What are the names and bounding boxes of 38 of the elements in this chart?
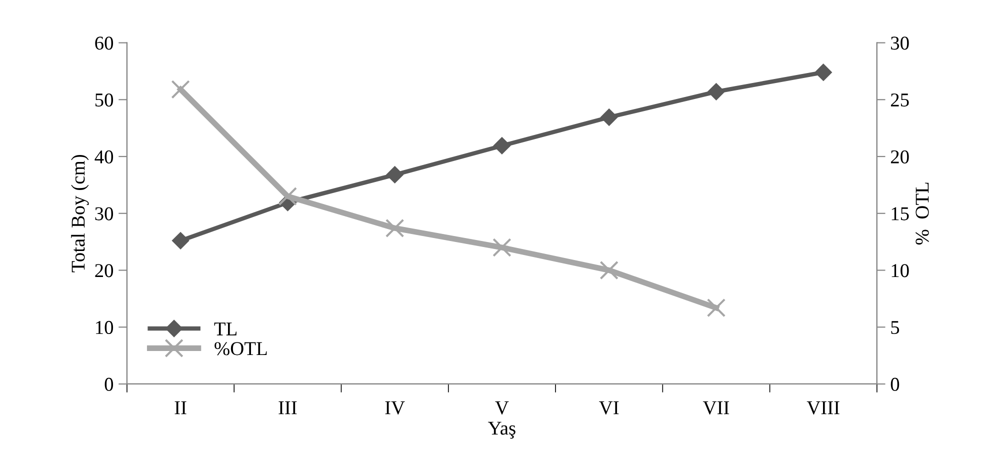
point [814,64,832,81]
y2-tick-label: 20 [890,150,909,164]
y-tick-label: 0 [104,378,114,391]
point [706,298,726,318]
x-tick-label: VIII [806,401,840,414]
y2-axis-title: % OTL [916,182,929,245]
point [172,232,190,250]
y-tick-label: 20 [95,264,114,278]
x-tick-label: II [174,401,186,414]
x-tick-label: VI [599,401,619,414]
point [278,186,298,206]
x-axis-title: Yaş [488,422,516,439]
legend-label: %OTL [214,342,267,356]
y2-tick-label: 5 [891,321,900,334]
x-tick-label: IV [385,401,405,414]
legend-label: TL [214,322,237,336]
x-tick-label: III [278,401,297,414]
y-tick-label: 40 [94,150,114,164]
y-tick-label: 30 [95,207,114,220]
x-tick-label: VII [702,401,730,414]
y2-tick-label: 0 [890,378,900,391]
point [386,166,404,184]
point [600,108,618,126]
point [385,218,404,238]
point [708,83,725,100]
point [492,238,512,257]
y-tick-label: 60 [95,36,114,50]
y-tick-label: 50 [95,93,114,107]
y2-tick-label: 15 [892,207,909,220]
y-tick-label: 10 [96,320,114,334]
x-tick-label: V [495,401,509,414]
y2-tick-label: 10 [892,264,909,278]
y2-tick-label: 25 [890,94,909,107]
point [600,260,618,280]
y-axis-title: Total Boy (cm) [71,154,89,272]
y2-tick-label: 30 [891,36,909,50]
point [171,80,190,99]
point [493,137,511,154]
